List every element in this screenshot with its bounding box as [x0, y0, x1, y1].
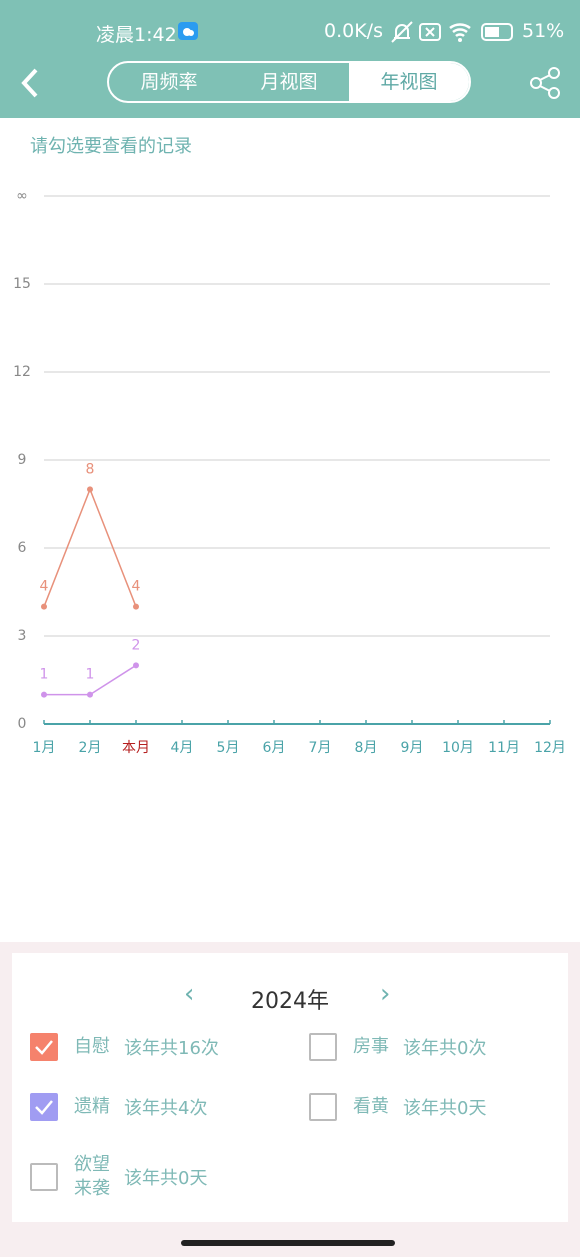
record[interactable]: 房事 该年共0次	[309, 1033, 486, 1061]
filter-panel: ‹ 2024年 › 自慰 该年共16次 房事 该年共0次 遗精 该年共4次 看黄 该年共0天欲…	[0, 942, 580, 1257]
tab[interactable]: 周频率	[140, 71, 198, 93]
x-tick-label: 12月	[534, 740, 566, 756]
data-point	[87, 691, 93, 698]
y-tick-label: 3	[18, 628, 27, 644]
back-button[interactable]	[18, 66, 42, 100]
record-summary: 该年共0天	[403, 1098, 487, 1119]
y-tick-label: ∞	[16, 188, 28, 204]
record-name: 自慰	[74, 1036, 110, 1057]
record-name: 看黄	[353, 1096, 389, 1117]
x-tick-label: 11月	[488, 740, 520, 756]
record-name: 欲望来袭	[74, 1154, 110, 1199]
record-summary: 该年共0次	[403, 1038, 487, 1059]
checkbox[interactable]	[309, 1033, 337, 1061]
data-label: 1	[86, 667, 95, 683]
check-icon	[35, 1040, 53, 1055]
y-tick-label: 12	[13, 364, 31, 380]
record[interactable]: 自慰 该年共16次	[30, 1033, 219, 1061]
tab[interactable]: 月视图	[260, 71, 318, 93]
y-tick-label: 6	[18, 540, 27, 556]
checkbox[interactable]	[30, 1163, 58, 1191]
checkbox[interactable]	[309, 1093, 337, 1121]
x-tick-label: 10月	[442, 740, 474, 756]
cloud-icon	[178, 22, 198, 40]
record-summary: 该年共0天	[124, 1168, 208, 1189]
data-point	[133, 662, 139, 669]
checkbox[interactable]	[30, 1093, 58, 1121]
filter-card: ‹ 2024年 › 自慰 该年共16次 房事 该年共0次 遗精 该年共4次 看黄 该年共0天欲…	[12, 953, 568, 1222]
home-indicator	[181, 1240, 395, 1246]
header: 凌晨1:42 0.0K/s 51% 周频率 月视图 年视图	[0, 0, 580, 118]
data-point	[41, 691, 47, 698]
checkbox[interactable]	[30, 1033, 58, 1061]
record[interactable]: 看黄 该年共0天	[309, 1093, 486, 1121]
time: 凌晨1:42	[96, 24, 177, 46]
record-summary: 该年共4次	[124, 1098, 208, 1119]
y-tick-label: 15	[13, 276, 31, 292]
record-name: 遗精	[74, 1096, 110, 1117]
y-tick-label: 9	[18, 452, 27, 468]
x-tick-label: 2月	[79, 740, 102, 756]
network-speed: 0.0K/s	[324, 20, 383, 42]
battery: 51%	[522, 20, 565, 42]
data-label: 8	[86, 461, 95, 477]
x-tick-label: 1月	[33, 740, 56, 756]
x-tick-label: 7月	[309, 740, 332, 756]
x-tick-label: 4月	[171, 740, 194, 756]
prev-year[interactable]: ‹	[184, 979, 195, 1009]
status-icons	[391, 21, 513, 43]
x-tick-label: 8月	[355, 740, 378, 756]
x-tick-label: 5月	[217, 740, 240, 756]
tab-bar: 周频率 月视图 年视图	[107, 61, 471, 103]
data-label: 2	[132, 637, 141, 653]
record-name: 房事	[353, 1036, 389, 1057]
check-icon	[35, 1100, 53, 1115]
data-point	[133, 603, 139, 610]
tab[interactable]: 年视图	[349, 63, 469, 101]
y-tick-label: 0	[18, 716, 27, 732]
record-summary: 该年共16次	[124, 1038, 219, 1059]
data-point	[41, 603, 47, 610]
record[interactable]: 遗精 该年共4次	[30, 1093, 207, 1121]
x-tick-label: 9月	[401, 740, 424, 756]
data-label: 1	[40, 667, 49, 683]
record[interactable]: 欲望来袭 该年共0天	[30, 1153, 207, 1201]
next-year[interactable]: ›	[380, 979, 391, 1009]
share-button[interactable]	[528, 66, 564, 100]
data-label: 4	[40, 579, 49, 595]
hint-text: 请勾选要查看的记录	[30, 136, 192, 157]
x-tick-label: 本月	[122, 740, 150, 756]
year-label: 2024年	[251, 989, 329, 1014]
data-label: 4	[132, 579, 141, 595]
x-tick-label: 6月	[263, 740, 286, 756]
data-point	[87, 486, 93, 493]
